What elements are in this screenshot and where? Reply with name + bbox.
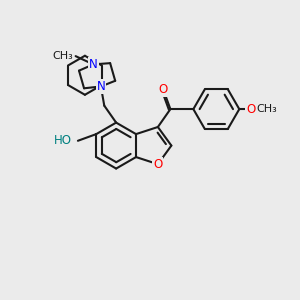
Text: O: O: [153, 158, 163, 171]
Text: CH₃: CH₃: [52, 50, 73, 61]
Text: O: O: [158, 83, 168, 96]
Text: N: N: [89, 58, 98, 71]
Text: N: N: [97, 80, 105, 93]
Text: HO: HO: [54, 134, 72, 147]
Text: CH₃: CH₃: [256, 104, 277, 114]
Text: O: O: [246, 103, 255, 116]
